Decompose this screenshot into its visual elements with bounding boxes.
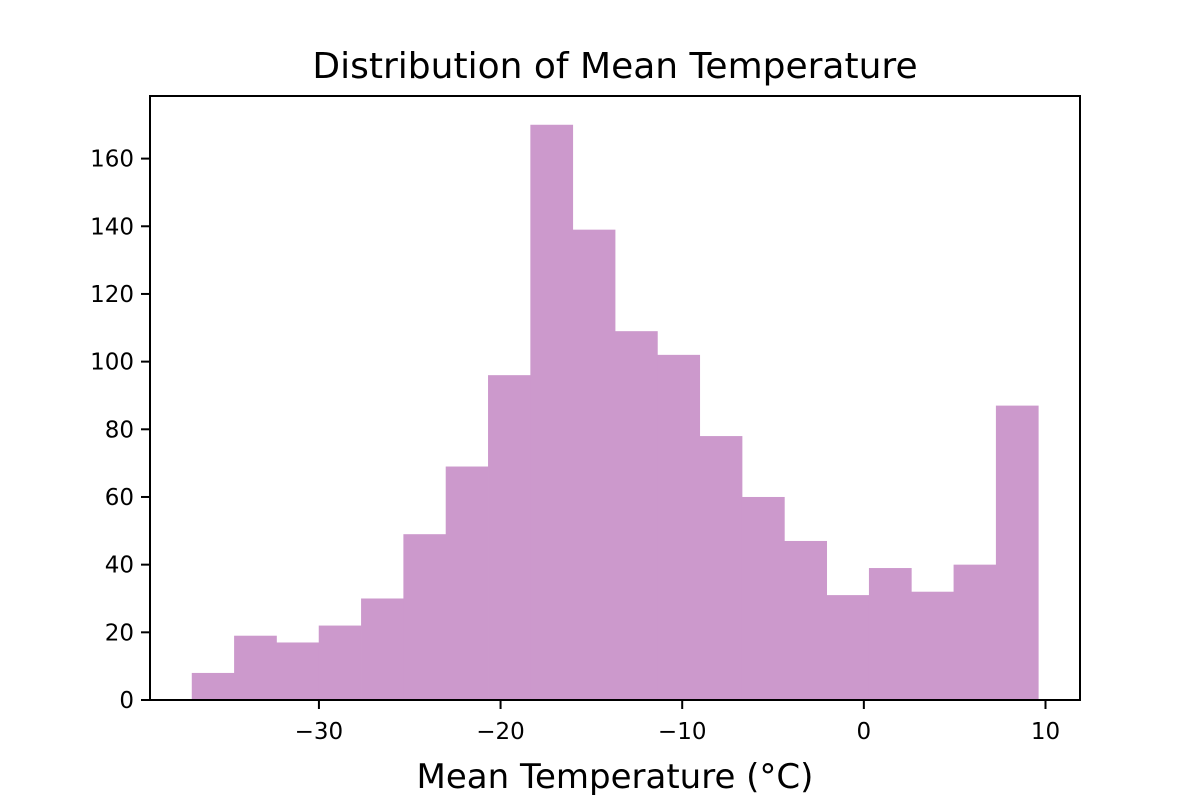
y-tick-label: 20	[105, 620, 134, 646]
histogram-bar	[741, 496, 785, 700]
histogram-bar	[191, 672, 235, 700]
y-tick-label: 100	[90, 350, 134, 376]
histogram-bar	[953, 564, 997, 700]
x-tick-label: −20	[476, 719, 525, 745]
histogram-bar	[361, 598, 404, 700]
bars-group	[191, 124, 1039, 700]
histogram-bar	[318, 625, 362, 700]
histogram-bar	[403, 534, 447, 700]
histogram-bar	[615, 331, 658, 700]
y-tick-label: 60	[105, 485, 134, 511]
histogram-bar	[234, 635, 277, 700]
histogram-bar	[276, 642, 320, 700]
histogram-bar	[657, 354, 701, 700]
histogram-bar	[995, 405, 1039, 700]
chart-title: Distribution of Mean Temperature	[312, 46, 917, 87]
histogram-bar	[826, 595, 870, 700]
x-tick-label: −30	[295, 719, 344, 745]
x-tick-label: −10	[658, 719, 707, 745]
x-axis-ticks: −30 −20 −10 0 10	[295, 700, 1060, 745]
x-tick-label: 0	[857, 719, 872, 745]
histogram-bar	[868, 568, 912, 700]
histogram-bar	[445, 466, 489, 700]
histogram-bar	[699, 436, 743, 700]
histogram-bar	[530, 124, 574, 700]
histogram-bar	[784, 540, 828, 700]
x-axis-label: Mean Temperature (°C)	[417, 757, 814, 797]
histogram-bar	[911, 591, 954, 700]
y-tick-label: 0	[119, 688, 134, 714]
y-tick-label: 160	[90, 147, 134, 173]
histogram-bar	[488, 375, 531, 700]
y-tick-label: 80	[105, 417, 134, 443]
y-tick-label: 140	[90, 214, 134, 240]
x-tick-label: 10	[1031, 719, 1060, 745]
y-tick-label: 120	[90, 282, 134, 308]
plot-frame	[149, 95, 1081, 701]
y-tick-label: 40	[105, 553, 134, 579]
y-axis-ticks: 0 20 40 60 80 100 120 140 160	[90, 147, 150, 714]
histogram-bar	[572, 229, 616, 700]
